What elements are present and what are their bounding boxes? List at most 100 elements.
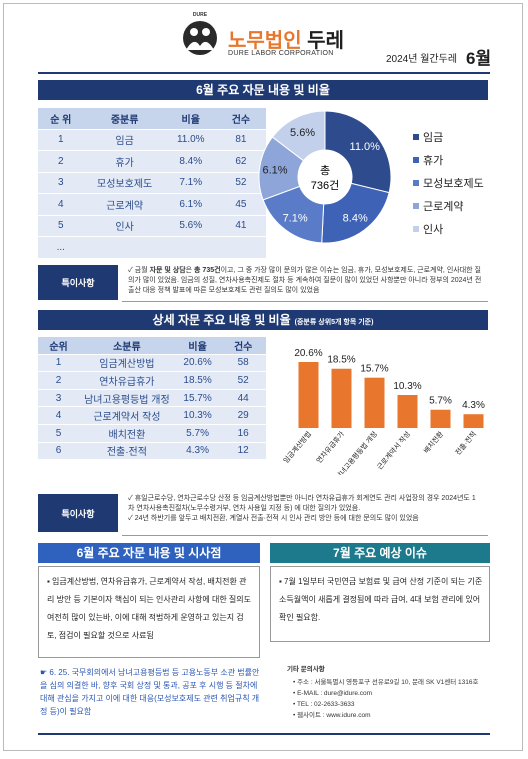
table-row: 2 연차유급휴가 18.5% 52 [38, 371, 266, 390]
table-cell: 20.6% [174, 354, 221, 373]
brand-dark: 두레 [307, 30, 344, 52]
table-cell: 모성보호제도 [83, 172, 166, 194]
table-header-row: 순 위 중분류 비율 건수 [38, 108, 266, 130]
contact-line: • TEL : 02-2633-3633 [293, 701, 355, 708]
table-cell: 근로계약 [83, 193, 166, 216]
bar [298, 362, 319, 428]
contact-line: • E-MAIL : dure@idure.com [293, 690, 373, 697]
table-header-cell: 순위 [38, 337, 80, 355]
legend-label: 근로계약 [423, 199, 463, 213]
table-row: 3 모성보호제도 7.1% 52 [38, 172, 266, 194]
table-cell: ... [38, 236, 84, 259]
table-row: 4 근로계약 6.1% 45 [38, 193, 266, 216]
table: 순위 소분류 비율 건수 1 임금계산방법 20.6% 58 2 연차유급휴가 18.5% 52 3 남녀… [38, 337, 266, 461]
section-title: 6월 주요 자문 내용 및 비율 [38, 80, 488, 100]
issue: 2024년 월간두레 [386, 54, 458, 65]
table-cell: 4 [38, 193, 84, 216]
page-frame [3, 3, 523, 751]
box-item: ▪ 임금계산방법, 연차유급휴가, 근로계약서 작성, 배치전환 관리 방안 등… [47, 577, 252, 640]
table-cell: 2 [38, 150, 84, 173]
section-title-text: 상세 자문 주요 내용 및 비율 [152, 313, 291, 327]
box-item: ▪ 7월 1일부터 국민연금 보험료 및 급여 산정 기준이 되는 기준소득월액… [279, 577, 483, 622]
note-part: 자문 및 상담 [149, 267, 186, 274]
note-item: ✓ 24년 하반기를 앞두고 배치전환, 계열사 전출·전적 시 인사 관리 방… [128, 515, 419, 522]
legend-label: 인사 [423, 223, 443, 236]
table-cell: 6 [38, 442, 80, 461]
table-cell: 4 [38, 406, 80, 425]
table-cell: 52 [220, 371, 266, 390]
data-label: 18.5% [327, 355, 355, 366]
donut-chart: 11.0% 8.4% 7.1% 6.1% 5.6% 총 736건 임금휴가모성보호제도근로계약… [258, 110, 484, 244]
x-tick-label: 임금계산방법 [281, 430, 313, 465]
section-title: 7월 주요 예상 이슈 [270, 543, 490, 563]
x-tick-label: 전출·전적 [453, 430, 478, 457]
table-cell [83, 236, 166, 259]
center-label: 총 [320, 164, 330, 177]
table-grid: 순 위 중분류 비율 건수 1 임금 11.0% 81 2 휴가 8.4% 62 3 모성보호제도 7.1%… [38, 108, 266, 259]
logo: DURE [183, 12, 217, 55]
note-item: ✓ 휴일근로수당, 연차근로수당 산정 등 임금계산방법뿐만 아니라 연차유급휴… [128, 495, 476, 512]
legend-swatch [413, 226, 419, 232]
table-cell: 전출·전적 [79, 442, 175, 461]
data-label: 8.4% [343, 212, 368, 224]
table-row: ... [38, 236, 266, 259]
table-cell: 휴가 [83, 150, 166, 173]
table-cell: 58 [220, 354, 266, 373]
legend-label: 임금 [423, 131, 443, 144]
bar [430, 409, 451, 428]
table-cell [165, 236, 216, 259]
bar [463, 414, 484, 428]
data-label: 7.1% [283, 213, 308, 225]
table-cell: 연차유급휴가 [79, 371, 175, 390]
table-row: 1 임금계산방법 20.6% 58 [38, 354, 266, 373]
data-label: 20.6% [294, 348, 322, 359]
table-header-cell: 비율 [174, 337, 221, 355]
legend-swatch [413, 203, 419, 209]
x-tick-label: 연차유급휴가 [314, 429, 346, 465]
note-part: 은 [185, 267, 195, 274]
data-label: 10.3% [393, 381, 421, 392]
table-cell: 근로계약서 작성 [79, 406, 175, 425]
table-header-cell: 건수 [215, 108, 266, 130]
contact-line: • 주소 : 서울특별시 영등포구 선유로9길 10, 문래 SK V1센터 1… [293, 679, 479, 686]
table-cell: 4.3% [174, 442, 221, 461]
table-cell: 41 [215, 215, 266, 237]
table-header-cell: 중분류 [83, 108, 166, 130]
table-cell: 5.6% [165, 215, 216, 237]
data-label: 11.0% [350, 141, 381, 153]
table-cell: 44 [220, 389, 266, 408]
section-subtitle: (중분류 상위5개 항목 기준) [294, 319, 374, 326]
section-title: 상세 자문 주요 내용 및 비율 (중분류 상위5개 항목 기준) [38, 310, 488, 330]
table-row: 6 전출·전적 4.3% 12 [38, 442, 266, 461]
table-cell: 배치전환 [79, 424, 175, 443]
table-row: 4 근로계약서 작성 10.3% 29 [38, 406, 266, 425]
table-cell: 3 [38, 172, 84, 194]
data-label: 4.3% [462, 400, 485, 411]
logo-mark: DURE [193, 12, 208, 18]
table: 순 위 중분류 비율 건수 1 임금 11.0% 81 2 휴가 8.4% 62 3 모성보호제도 7.1%… [38, 108, 266, 259]
data-label: 15.7% [360, 364, 388, 375]
table-cell [215, 236, 266, 259]
table-row: 3 남녀고용평등법 개정 15.7% 44 [38, 389, 266, 408]
table-cell: 52 [215, 172, 266, 194]
x-tick-label: 근로계약서 작성 [375, 430, 412, 472]
table-cell: 7.1% [165, 172, 216, 194]
table-cell: 6.1% [165, 193, 216, 216]
legend-swatch [413, 134, 419, 140]
contact-line: • 웹사이트 : www.idure.com [293, 712, 371, 719]
table-cell: 5 [38, 424, 80, 443]
bar [397, 395, 418, 428]
bar [364, 377, 385, 428]
donut-slice [271, 110, 326, 162]
table-row: 5 인사 5.6% 41 [38, 215, 266, 237]
note-text: ✓ 금월 자문 및 상담은 총 735건이고, 그 중 가장 많이 문의가 많은… [122, 264, 488, 302]
table-row: 5 배치전환 5.7% 16 [38, 424, 266, 443]
header-rule [38, 72, 490, 74]
center-value: 736건 [311, 179, 339, 192]
donut-slice [321, 182, 390, 244]
table-cell: 10.3% [174, 406, 221, 425]
table-row: 1 임금 11.0% 81 [38, 129, 266, 151]
brand-sub: DURE LABOR CORPORATION [228, 50, 334, 57]
table-header-row: 순위 소분류 비율 건수 [38, 337, 266, 355]
table-cell: 11.0% [165, 129, 216, 151]
